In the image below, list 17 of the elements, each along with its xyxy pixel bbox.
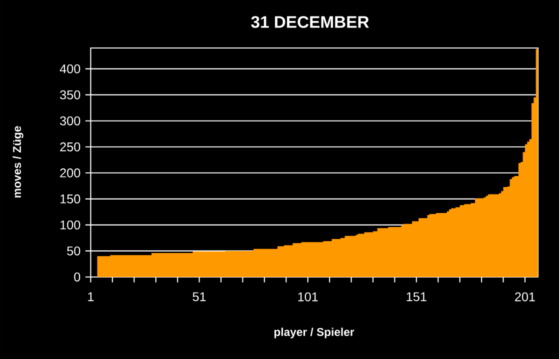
chart-title: 31 DECEMBER [251,16,369,28]
y-tick-label: 300 [60,116,80,126]
x-tick-label: 51 [192,292,206,302]
x-tick-label: 1 [88,292,94,302]
x-axis-title: player / Spieler [274,328,354,338]
y-tick-label: 400 [60,64,80,74]
x-tick-label: 101 [298,292,318,302]
y-tick-label: 200 [60,168,80,178]
y-tick-label: 350 [60,90,80,100]
y-tick-label: 100 [60,220,80,230]
y-tick-label: 250 [60,142,80,152]
y-tick-label: 0 [74,272,80,282]
y-tick-label: 150 [60,194,80,204]
y-axis-title: moves / Züge [12,126,24,198]
x-tick-label: 201 [515,292,535,302]
y-tick-label: 50 [67,246,80,256]
x-tick-label: 151 [406,292,426,302]
